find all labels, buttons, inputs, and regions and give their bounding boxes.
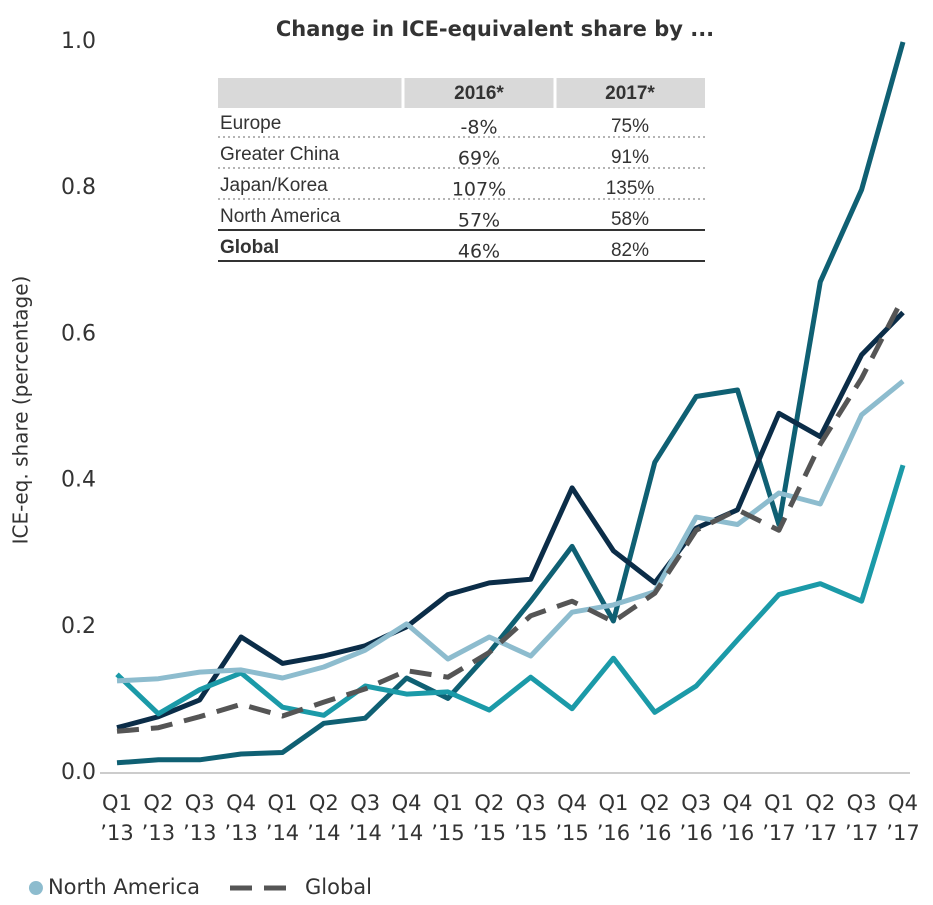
series-line [116,41,906,766]
cell: 57% [458,210,500,232]
cell: 107% [452,179,506,201]
y-axis-label: ICE-eq. share (percentage) [9,276,33,545]
x-tick-label-year: ’17 [886,821,919,845]
x-tick-label: Q2 [143,791,173,815]
cell: 82% [611,240,649,261]
legend-item: North America [28,875,200,899]
x-tick-label: Q1 [102,791,132,815]
x-tick-label-year: ’14 [390,821,423,845]
x-tick-label: Q4 [557,791,587,815]
row-label: North America [220,206,341,227]
x-tick-label-year: ’15 [555,821,588,845]
x-tick-label: Q4 [392,791,422,815]
x-tick-label: Q4 [723,791,753,815]
table-header: 2016* [454,83,504,104]
x-tick-label: Q1 [598,791,628,815]
x-tick-label-year: ’17 [845,821,878,845]
table-header-bg [218,78,705,108]
y-tick-label: 0.4 [61,468,96,493]
x-tick-label: Q1 [764,791,794,815]
x-tick-label-year: ’14 [307,821,340,845]
cell: 46% [458,241,500,263]
x-tick-label-year: ’15 [431,821,464,845]
legend-swatch [28,881,43,895]
cell: -8% [461,117,498,139]
x-tick-label: Q3 [847,791,877,815]
x-tick-label: Q2 [805,791,835,815]
x-tick-label: Q2 [474,791,504,815]
x-tick-label-year: ’14 [266,821,299,845]
x-tick-label-year: ’13 [224,821,257,845]
legend-label: North America [48,875,200,899]
legend-item: Global [230,875,372,899]
series-line [116,310,905,731]
x-tick-label-year: ’15 [514,821,547,845]
x-tick-label-year: ’13 [183,821,216,845]
x-tick-label-year: ’16 [638,821,671,845]
x-tick-label: Q1 [268,791,298,815]
x-tick-label-year: ’13 [100,821,133,845]
legend-label: Global [305,875,372,899]
row-label: Europe [220,113,281,134]
cell: 75% [611,116,649,137]
x-tick-label-year: ’14 [349,821,382,845]
x-tick-label-year: ’13 [142,821,175,845]
row-label: Japan/Korea [220,175,328,196]
x-tick-label: Q3 [185,791,215,815]
x-tick-label-year: ’16 [597,821,630,845]
x-tick-label: Q2 [309,791,339,815]
table-header: 2017* [605,83,655,104]
x-tick-label-year: ’16 [721,821,754,845]
x-tick-label-year: ’16 [679,821,712,845]
x-tick-label-year: ’17 [804,821,837,845]
x-tick-label: Q1 [433,791,463,815]
x-tick-label-year: ’17 [762,821,795,845]
cell: 69% [458,148,500,170]
x-tick-label: Q3 [516,791,546,815]
y-tick-label: 0.6 [61,321,96,346]
series-line [116,379,905,684]
x-tick-label: Q3 [350,791,380,815]
x-tick-label: Q2 [640,791,670,815]
cell: 135% [606,178,655,199]
x-tick-label: Q3 [681,791,711,815]
y-tick-label: 0.2 [61,614,96,639]
x-tick-label: Q4 [888,791,918,815]
series-line [115,464,906,718]
x-tick-label: Q4 [226,791,256,815]
x-tick-label-year: ’15 [473,821,506,845]
table-title: Change in ICE-equivalent share by ... [276,17,714,41]
series-line [116,296,906,734]
y-tick-label: 0.8 [61,175,96,200]
cell: 58% [611,209,649,230]
y-tick-label: 0.0 [61,760,96,785]
cell: 91% [611,147,649,168]
y-tick-label: 1.0 [61,29,96,54]
row-label: Global [220,237,279,258]
row-label: Greater China [220,144,340,165]
